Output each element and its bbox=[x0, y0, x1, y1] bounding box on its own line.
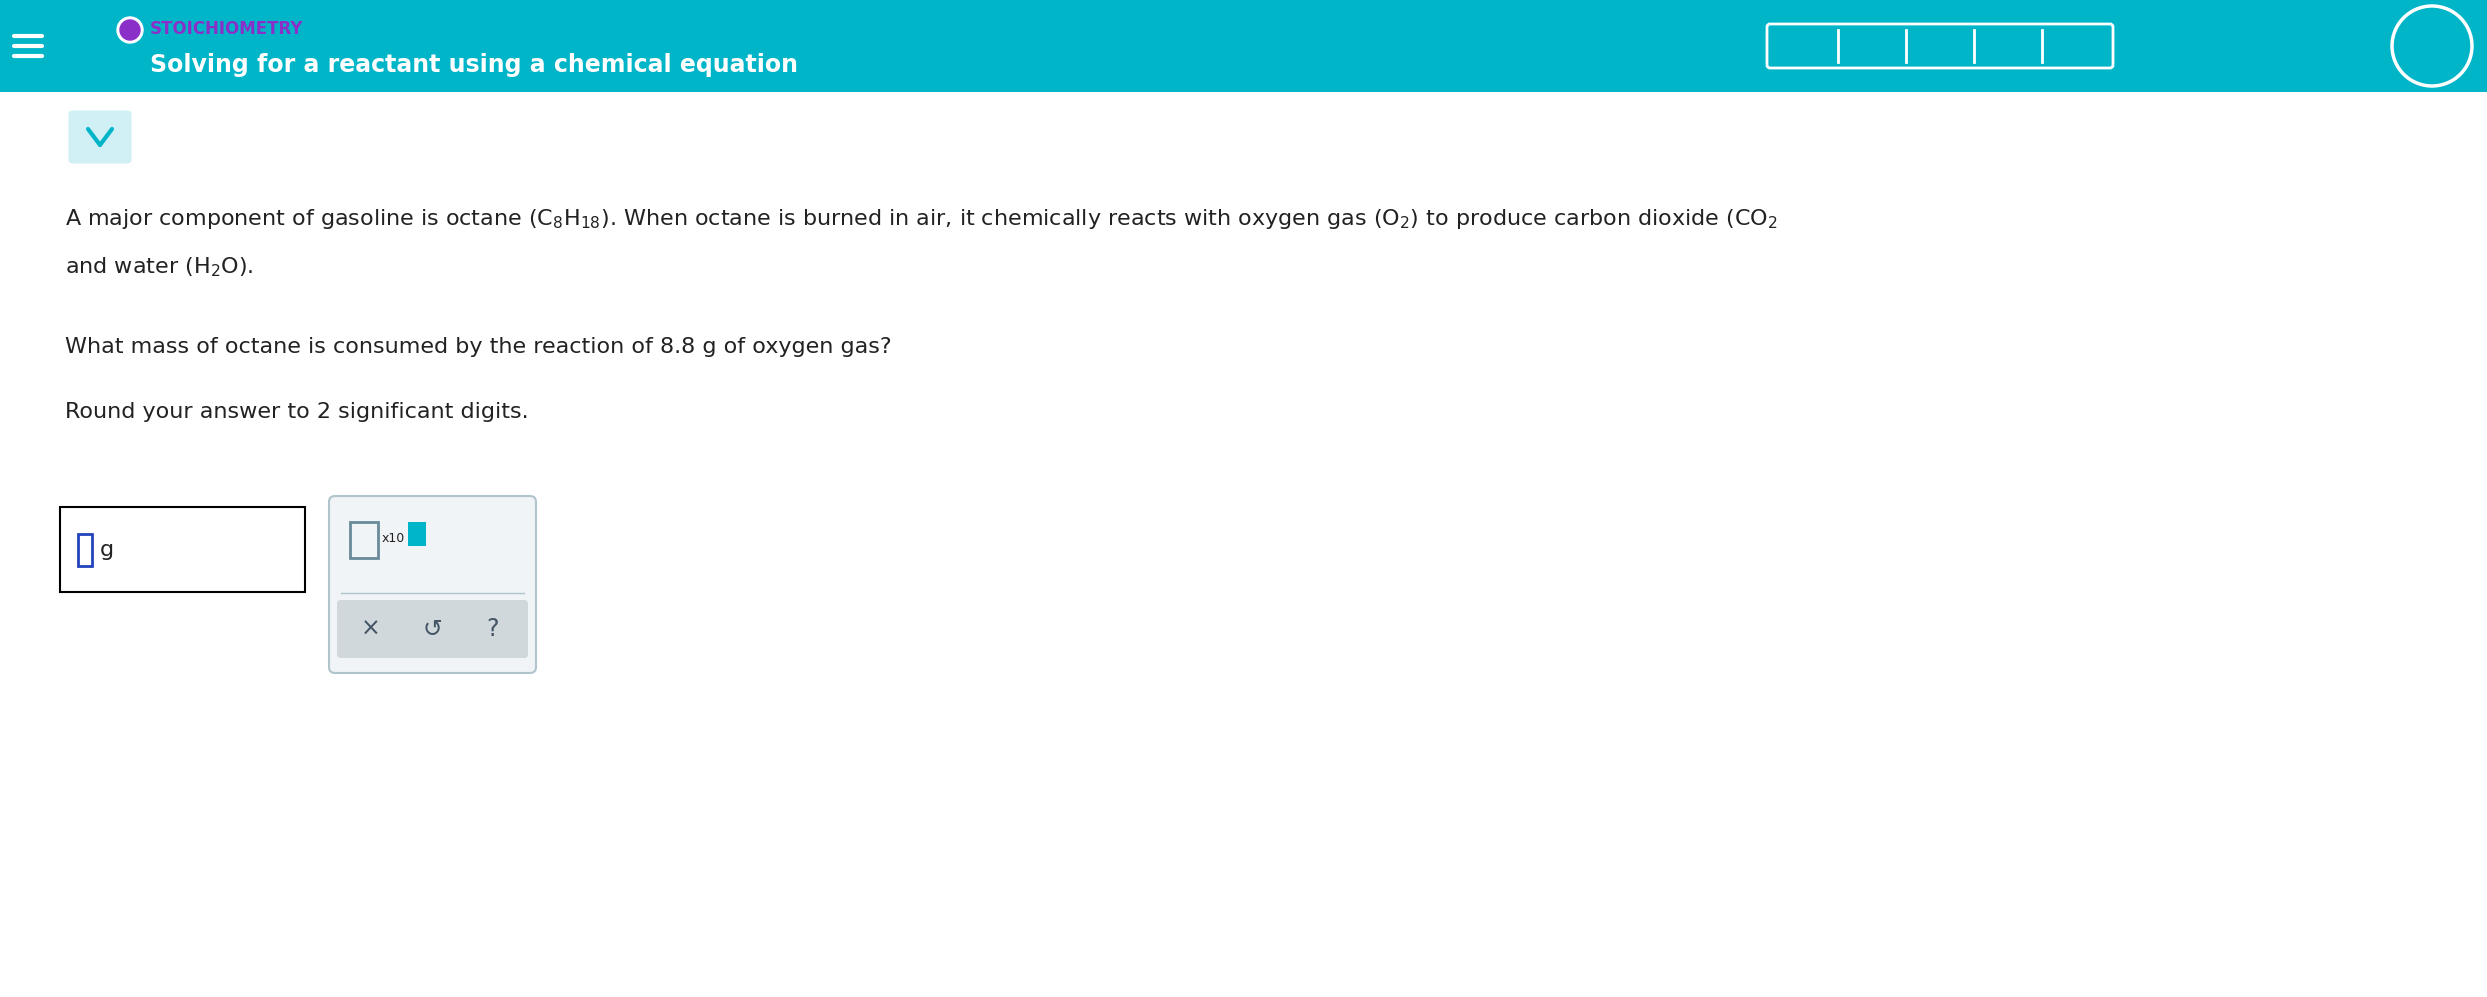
Text: What mass of octane is consumed by the reaction of 8.8 g of oxygen gas?: What mass of octane is consumed by the r… bbox=[65, 337, 893, 357]
Text: Round your answer to 2 significant digits.: Round your answer to 2 significant digit… bbox=[65, 402, 530, 422]
Text: x10: x10 bbox=[383, 531, 405, 544]
Text: ↺: ↺ bbox=[423, 617, 443, 641]
Bar bbox=[60, 507, 306, 592]
Circle shape bbox=[117, 17, 142, 43]
Bar bbox=[408, 522, 425, 546]
Text: Solving for a reactant using a chemical equation: Solving for a reactant using a chemical … bbox=[149, 53, 798, 77]
Text: STOICHIOMETRY: STOICHIOMETRY bbox=[149, 20, 303, 38]
Text: ?: ? bbox=[487, 617, 500, 641]
Bar bbox=[351, 522, 378, 558]
FancyBboxPatch shape bbox=[70, 111, 132, 164]
Text: and water $\left(\mathrm{H_2O}\right)$.: and water $\left(\mathrm{H_2O}\right)$. bbox=[65, 255, 254, 278]
Text: A major component of gasoline is octane $\left(\mathrm{C_8H_{18}}\right)$. When : A major component of gasoline is octane … bbox=[65, 207, 1778, 231]
Bar bbox=[77, 533, 92, 565]
Bar bbox=[0, 0, 2487, 92]
FancyBboxPatch shape bbox=[328, 496, 537, 673]
FancyBboxPatch shape bbox=[338, 600, 527, 658]
Text: g: g bbox=[99, 539, 114, 559]
Text: ×: × bbox=[361, 617, 381, 641]
Circle shape bbox=[119, 20, 139, 40]
